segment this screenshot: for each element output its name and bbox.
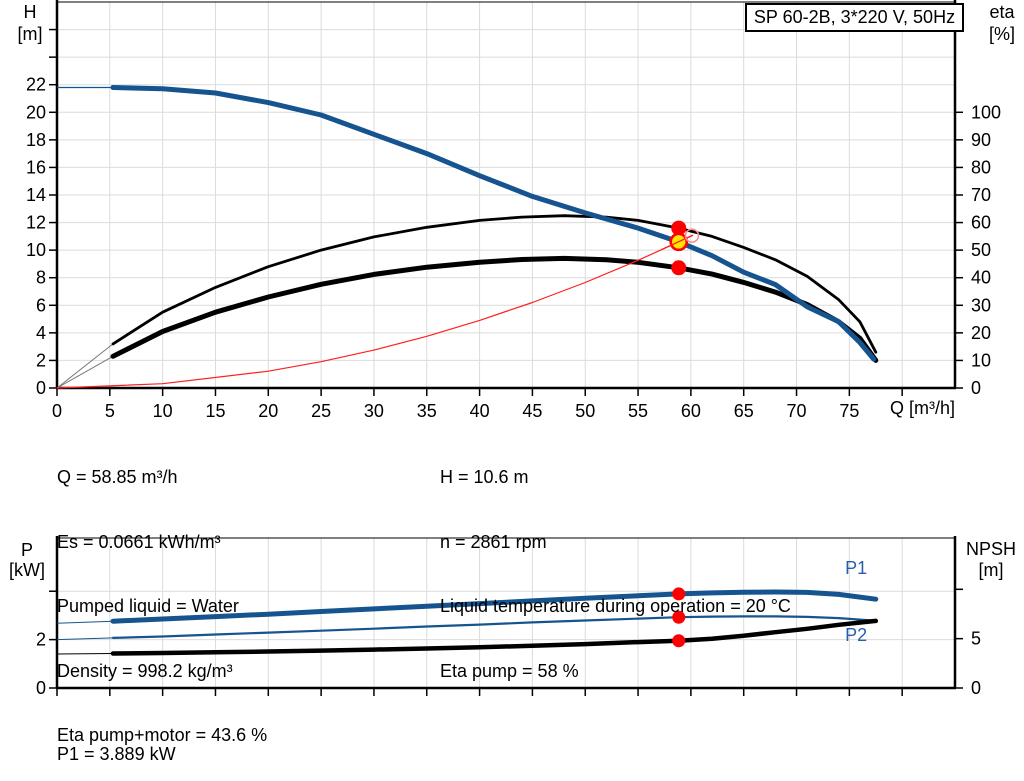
svg-text:22: 22 [26,75,46,95]
svg-text:40: 40 [470,401,490,421]
axes [49,536,963,696]
info-line-eta-pump: Eta pump = 58 % [440,660,579,681]
info-line-es: Es = 0.0661 kWh/m³ [57,531,221,552]
svg-text:80: 80 [971,157,991,177]
svg-text:0: 0 [36,378,46,398]
svg-text:12: 12 [26,213,46,233]
svg-text:2: 2 [36,350,46,370]
svg-text:50: 50 [971,240,991,260]
svg-text:10: 10 [971,350,991,370]
svg-text:10: 10 [153,401,173,421]
svg-text:30: 30 [971,295,991,315]
svg-text:5: 5 [971,629,981,649]
svg-text:25: 25 [311,401,331,421]
svg-text:[%]: [%] [989,24,1015,44]
svg-text:[kW]: [kW] [9,560,45,580]
duty-info-right: H = 10.6 m n = 2861 rpm Liquid temperatu… [440,424,791,725]
svg-text:30: 30 [364,401,384,421]
svg-text:20: 20 [26,102,46,122]
P1-point [672,587,686,601]
series-label-P2: P2 [845,625,867,645]
series-label-P1: P1 [845,558,867,578]
info-line-q: Q = 58.85 m³/h [57,467,178,487]
info-line-h: H = 10.6 m [440,467,529,487]
info-line-liquid: Pumped liquid = Water [57,596,239,616]
svg-text:70: 70 [787,401,807,421]
eta-pump-motor-point [671,260,687,276]
tick-labels: 0 5 10 15 20 25 30 35 40 45 50 55 60 65 70 75 0 2 4 6 8 10 12 1… [26,75,1001,421]
svg-text:55: 55 [628,401,648,421]
info-line-p1: P1 = 3.889 kW [57,744,176,764]
svg-text:75: 75 [839,401,859,421]
rated-point [684,228,700,243]
duty-info-left: Q = 58.85 m³/h Es = 0.0661 kWh/m³ Pumped… [57,424,267,781]
power-npsh-chart: 0 2 0 5 P[kW] NPSH[m] P1 P2 [9,536,1016,698]
power-info: P1 = 3.889 kW P2 = 2.925 kW NPSH = 4.79 … [57,701,183,781]
svg-text:8: 8 [36,268,46,288]
tick-labels: 0 2 0 5 [36,629,981,698]
axis-titles: P[kW] NPSH[m] [9,539,1016,580]
NPSH-point [672,634,686,648]
svg-text:35: 35 [417,401,437,421]
svg-text:0: 0 [36,678,46,698]
svg-text:10: 10 [26,240,46,260]
svg-text:60: 60 [971,213,991,233]
svg-text:4: 4 [36,323,46,343]
svg-text:2: 2 [36,630,46,650]
svg-text:5: 5 [105,401,115,421]
svg-text:NPSH: NPSH [966,539,1016,559]
pump-title: SP 60-2B, 3*220 V, 50Hz [753,7,956,27]
axes [49,0,963,396]
gridlines [57,2,955,388]
eta-pump-point [671,220,687,236]
hq-eta-chart: 0 5 10 15 20 25 30 35 40 45 50 55 60 65 70 75 0 2 4 6 8 10 12 1… [18,0,1016,421]
svg-text:70: 70 [971,185,991,205]
series-NPSH-curve [56,618,879,656]
svg-text:16: 16 [26,157,46,177]
info-line-eta-total: Eta pump+motor = 43.6 % [57,725,268,745]
svg-text:Q [m³/h]: Q [m³/h] [890,398,955,418]
svg-text:60: 60 [681,401,701,421]
svg-text:0: 0 [52,401,62,421]
axis-titles: H[m] eta[%] Q [m³/h] [18,2,1016,418]
info-line-rpm: n = 2861 rpm [440,531,547,552]
svg-text:P: P [21,540,33,560]
svg-text:eta: eta [989,2,1015,22]
P2-point [672,610,686,624]
series-head-curve [57,85,877,362]
svg-text:15: 15 [205,401,225,421]
svg-text:45: 45 [522,401,542,421]
svg-text:H: H [24,2,37,22]
pump-title-box: SP 60-2B, 3*220 V, 50Hz [745,3,964,32]
svg-text:[m]: [m] [18,24,43,44]
svg-text:90: 90 [971,130,991,150]
svg-text:65: 65 [734,401,754,421]
svg-text:20: 20 [971,323,991,343]
svg-text:100: 100 [971,102,1001,122]
svg-text:20: 20 [258,401,278,421]
info-line-temp: Liquid temperature during operation = 20… [440,596,791,616]
svg-text:0: 0 [971,378,981,398]
gridlines [57,538,955,688]
series-system-curve [56,235,693,389]
svg-text:[m]: [m] [979,560,1004,580]
series-P2-curve [56,615,877,641]
svg-text:0: 0 [971,678,981,698]
svg-text:40: 40 [971,268,991,288]
series-P1-curve [56,589,879,624]
svg-text:18: 18 [26,130,46,150]
info-line-density: Density = 998.2 kg/m³ [57,660,233,681]
series-eta-pump [56,214,878,389]
svg-text:14: 14 [26,185,46,205]
series-system-curve-tip [660,234,694,251]
svg-text:6: 6 [36,295,46,315]
svg-text:50: 50 [575,401,595,421]
